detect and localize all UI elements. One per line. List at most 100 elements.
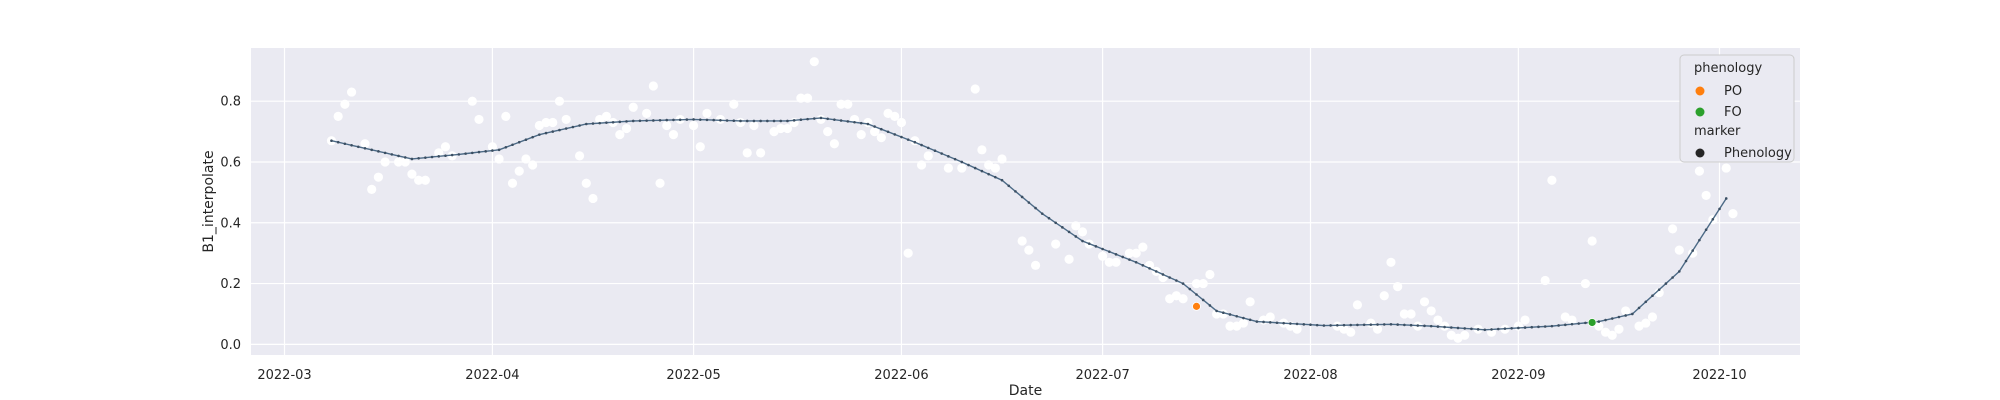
raw-point bbox=[1064, 254, 1074, 264]
fitted-point bbox=[933, 149, 937, 152]
raw-point bbox=[1225, 321, 1235, 331]
raw-point bbox=[1647, 312, 1658, 322]
raw-point bbox=[876, 133, 886, 143]
fitted-point bbox=[967, 163, 970, 167]
fitted-point bbox=[1061, 226, 1064, 229]
legend-po-marker bbox=[1695, 86, 1705, 96]
fitted-point bbox=[1456, 326, 1460, 330]
fitted-point bbox=[1463, 327, 1467, 330]
fitted-point bbox=[1577, 322, 1581, 325]
fitted-point bbox=[1067, 230, 1071, 234]
raw-point bbox=[1694, 166, 1705, 176]
fitted-point bbox=[370, 148, 374, 152]
raw-point bbox=[1607, 330, 1617, 340]
fitted-point bbox=[1443, 325, 1446, 329]
fitted-curve bbox=[330, 116, 1728, 332]
raw-point bbox=[776, 123, 786, 134]
fitted-point bbox=[739, 119, 742, 123]
raw-point bbox=[514, 166, 524, 176]
fitted-point bbox=[1450, 326, 1453, 329]
fitted-point bbox=[1322, 324, 1326, 327]
fitted-point bbox=[1490, 328, 1493, 331]
raw-point bbox=[340, 99, 350, 109]
fitted-point bbox=[330, 139, 333, 143]
raw-point bbox=[333, 111, 343, 121]
raw-point bbox=[1386, 257, 1396, 267]
raw-point bbox=[1641, 318, 1651, 328]
raw-point bbox=[1030, 260, 1041, 270]
x-tick-label: 2022-09 bbox=[1491, 368, 1545, 383]
x-gridlines bbox=[283, 48, 1721, 355]
fitted-point bbox=[1657, 288, 1661, 291]
raw-point bbox=[434, 148, 444, 158]
fitted-point bbox=[1302, 323, 1306, 326]
fitted-point bbox=[1436, 325, 1440, 328]
fitted-point bbox=[631, 119, 635, 123]
raw-point bbox=[823, 126, 833, 137]
raw-point bbox=[1399, 309, 1409, 319]
plot-background bbox=[251, 48, 1800, 355]
fitted-point bbox=[1047, 216, 1051, 220]
raw-point bbox=[1292, 324, 1302, 334]
fitted-point bbox=[1671, 276, 1674, 279]
raw-point bbox=[1419, 297, 1430, 307]
legend-title-marker: marker bbox=[1694, 124, 1741, 139]
raw-point bbox=[541, 117, 551, 128]
raw-point bbox=[1587, 236, 1597, 246]
fitted-point bbox=[1148, 267, 1151, 270]
fitted-point bbox=[484, 150, 487, 153]
fitted-point bbox=[1718, 207, 1721, 211]
x-tick-label: 2022-06 bbox=[874, 368, 928, 383]
raw-point bbox=[856, 130, 866, 140]
fitted-point bbox=[819, 116, 823, 120]
raw-point bbox=[943, 163, 953, 173]
fitted-point bbox=[1496, 327, 1500, 331]
raw-point bbox=[346, 87, 357, 97]
fitted-point bbox=[1161, 273, 1165, 276]
legend-fo-marker bbox=[1695, 107, 1705, 117]
raw-point bbox=[1111, 257, 1121, 267]
fitted-point bbox=[1483, 328, 1487, 332]
y-tick-labels: 0.0 0.2 0.4 0.6 0.8 bbox=[220, 95, 241, 353]
fitted-point bbox=[1195, 293, 1198, 296]
fitted-point bbox=[430, 155, 434, 159]
legend: phenology PO FO marker Phenology bbox=[1679, 54, 1795, 163]
fitted-point bbox=[511, 143, 514, 147]
fitted-point bbox=[1564, 323, 1567, 327]
raw-point bbox=[561, 114, 571, 125]
raw-point bbox=[1379, 291, 1389, 301]
fitted-point bbox=[812, 117, 816, 120]
fitted-point bbox=[1215, 309, 1218, 313]
raw-point bbox=[588, 193, 598, 204]
raw-point bbox=[1104, 257, 1114, 267]
fitted-point bbox=[1617, 315, 1621, 319]
raw-point bbox=[1567, 315, 1577, 325]
raw-observation-points bbox=[326, 57, 1738, 343]
raw-point bbox=[420, 175, 430, 185]
fitted-point bbox=[1242, 316, 1245, 320]
fitted-point bbox=[551, 130, 555, 133]
fitted-point bbox=[672, 118, 675, 122]
fitted-point bbox=[1631, 312, 1634, 316]
raw-point bbox=[1547, 175, 1557, 185]
fitted-point bbox=[1121, 255, 1125, 259]
raw-point bbox=[628, 102, 638, 112]
raw-point bbox=[1426, 306, 1436, 316]
y-tick-label: 0.4 bbox=[220, 216, 241, 231]
fitted-point bbox=[712, 118, 715, 122]
fitted-point bbox=[1724, 197, 1728, 200]
fitted-point bbox=[564, 127, 568, 130]
x-tick-label: 2022-07 bbox=[1075, 368, 1129, 383]
fitted-point bbox=[544, 131, 548, 135]
raw-point bbox=[1024, 245, 1034, 255]
fitted-point bbox=[1034, 206, 1037, 210]
fitted-point bbox=[973, 166, 977, 170]
raw-point bbox=[615, 130, 625, 140]
fitted-point bbox=[417, 156, 420, 160]
fitted-point bbox=[766, 119, 769, 123]
raw-point bbox=[843, 99, 853, 109]
fitted-point bbox=[584, 122, 588, 126]
fitted-point bbox=[1315, 323, 1319, 327]
fitted-point bbox=[772, 119, 776, 123]
fitted-point bbox=[1470, 327, 1473, 331]
